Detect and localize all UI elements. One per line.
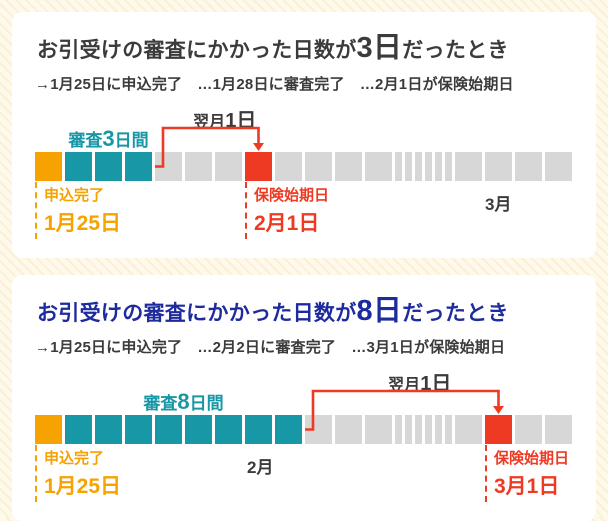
day-cell-gray (455, 152, 482, 182)
dashed-line (485, 445, 487, 503)
title-pre: お引受けの審査にかかった日数が (37, 39, 357, 62)
day-cell-narrow (435, 152, 442, 182)
title-number: 3日 (356, 32, 403, 64)
month-label: 3月 (485, 195, 512, 215)
day-cell-narrow (445, 152, 452, 182)
timeline-chart-8days: 翌月1日 審査8日間 申込完了 1月25日 保険始期日 3月1日 (35, 367, 572, 511)
application-complete-label: 申込完了 (44, 450, 105, 468)
month-label: 2月 (247, 458, 274, 478)
day-cell-teal (185, 415, 212, 445)
day-cell-gray (545, 415, 572, 445)
dashed-line (35, 445, 37, 503)
day-cell-gray (215, 152, 242, 182)
application-complete-marker: 申込完了 1月25日 (35, 444, 122, 503)
day-cell-teal (95, 415, 122, 445)
day-cell-gray (515, 152, 542, 182)
next-month-label: 翌月1日 (388, 373, 452, 396)
policy-start-date: 3月1日 (494, 475, 560, 499)
day-cell-gray (155, 152, 182, 182)
day-cell-teal (125, 415, 152, 445)
policy-start-date: 2月1日 (254, 212, 320, 236)
panel-subtitle: →1月25日に申込完了 …1月28日に審査完了 …2月1日が保険始期日 (35, 76, 514, 94)
application-date: 1月25日 (44, 212, 122, 236)
day-cell-gray (275, 152, 302, 182)
timeline-bar (35, 415, 572, 445)
timeline-chart-3days: 翌月1日 審査3日間 申込完了 1月25日 保険始期日 2月1日 (35, 104, 572, 248)
title-post: だったとき (402, 39, 509, 62)
policy-start-marker: 保険始期日 2月1日 (245, 181, 330, 240)
application-complete-marker: 申込完了 1月25日 (35, 181, 122, 240)
day-cell-gray (545, 152, 572, 182)
timeline-bar (35, 152, 572, 182)
day-cell-teal (245, 415, 272, 445)
day-cell-narrow (435, 415, 442, 445)
day-cell-narrow (415, 415, 422, 445)
panel-subtitle: →1月25日に申込完了 …2月2日に審査完了 …3月1日が保険始期日 (35, 339, 506, 357)
day-cell-gray (455, 415, 482, 445)
day-cell-narrow (395, 152, 402, 182)
day-cell-red (485, 415, 512, 445)
arrow-head-icon (253, 143, 264, 152)
title-pre: お引受けの審査にかかった日数が (37, 302, 357, 326)
title-number: 8日 (356, 295, 403, 328)
day-cell-narrow (405, 152, 412, 182)
day-cell-orange (35, 415, 62, 445)
next-month-label: 翌月1日 (193, 110, 257, 133)
review-days-label: 審査3日間 (68, 126, 149, 152)
day-cell-gray (365, 152, 392, 182)
panel-review-8days: お引受けの審査にかかった日数が8日だったとき →1月25日に申込完了 …2月2日… (12, 275, 596, 521)
policy-start-label: 保険始期日 (254, 187, 330, 205)
day-cell-orange (35, 152, 62, 182)
application-date: 1月25日 (44, 475, 122, 499)
policy-start-marker: 保険始期日 3月1日 (485, 444, 570, 503)
day-cell-gray (305, 152, 332, 182)
day-cell-gray (365, 415, 392, 445)
panel-title: お引受けの審査にかかった日数が8日だったとき (37, 292, 573, 331)
application-complete-label: 申込完了 (44, 187, 105, 205)
dashed-line (35, 182, 37, 240)
day-cell-teal (65, 415, 92, 445)
day-cell-teal (155, 415, 182, 445)
day-cell-gray (335, 152, 362, 182)
day-cell-red (245, 152, 272, 182)
title-post: だったとき (402, 302, 509, 326)
day-cell-narrow (405, 415, 412, 445)
day-cell-teal (65, 152, 92, 182)
day-cell-narrow (445, 415, 452, 445)
day-cell-gray (515, 415, 542, 445)
day-cell-narrow (425, 415, 432, 445)
day-cell-teal (125, 152, 152, 182)
review-days-label: 審査8日間 (143, 389, 224, 415)
day-cell-narrow (415, 152, 422, 182)
day-cell-gray (185, 152, 212, 182)
arrow-head-icon (493, 406, 504, 415)
day-cell-narrow (395, 415, 402, 445)
day-cell-gray (305, 415, 332, 445)
day-cell-gray (485, 152, 512, 182)
dashed-line (245, 182, 247, 240)
day-cell-teal (275, 415, 302, 445)
panel-review-3days: お引受けの審査にかかった日数が3日だったとき →1月25日に申込完了 …1月28… (12, 12, 596, 259)
policy-start-label: 保険始期日 (494, 450, 570, 468)
day-cell-gray (335, 415, 362, 445)
day-cell-teal (215, 415, 242, 445)
day-cell-narrow (425, 152, 432, 182)
day-cell-teal (95, 152, 122, 182)
panel-title: お引受けの審査にかかった日数が3日だったとき (37, 29, 573, 68)
